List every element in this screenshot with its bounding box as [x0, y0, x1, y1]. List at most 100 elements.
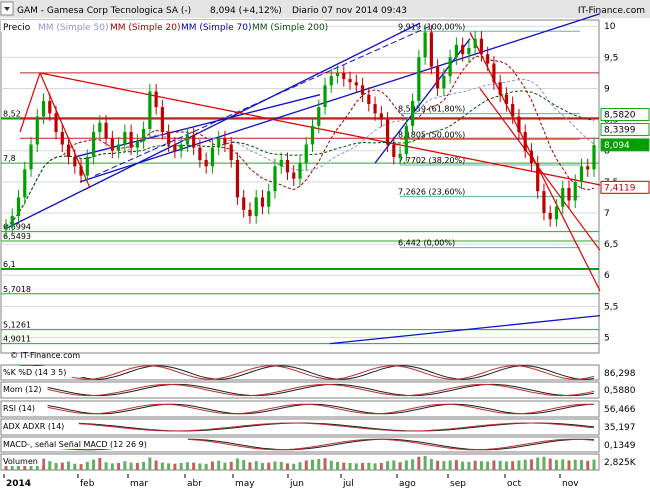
indicator-line [5, 383, 595, 397]
candle-body [385, 119, 390, 145]
x-tick-label: may [235, 479, 255, 489]
volume-bar [348, 463, 352, 470]
volume-bar [135, 463, 139, 470]
x-tick-label: nov [562, 479, 579, 489]
candle-body [486, 54, 490, 64]
candle-body [404, 125, 408, 154]
candle-body [279, 160, 283, 167]
volume-bar [192, 462, 196, 470]
volume-bar [60, 462, 64, 470]
candle-body [423, 32, 427, 58]
y-tick-label: 8 [604, 147, 610, 157]
candle-body [498, 82, 502, 95]
indicator-label-bg [2, 420, 79, 431]
candle-body [242, 197, 246, 210]
volume-bar [123, 461, 127, 470]
volume-bar [354, 463, 358, 470]
volume-bar [267, 462, 271, 470]
candle-body [185, 135, 190, 145]
candle-body [511, 104, 515, 117]
candle-body [85, 156, 89, 176]
candle-body [160, 107, 164, 133]
candle-body [192, 135, 196, 148]
y-tick-label: 9,5 [604, 53, 618, 63]
volume-bar [461, 461, 465, 470]
fib-label: 6,442 (0,00%) [398, 239, 455, 248]
level-label: 4,9011 [3, 335, 31, 344]
x-tick-label: ago [399, 479, 416, 489]
volume-bar [217, 460, 221, 470]
trend-line-blue [374, 38, 471, 164]
volume-bar [592, 459, 596, 470]
indicator-label: ADX ADXR (14) [3, 422, 64, 431]
volume-bar [567, 460, 571, 470]
indicator-value: 2,825K [604, 458, 637, 468]
price-badge [600, 123, 650, 137]
level-label: 6,1 [3, 260, 16, 269]
ma20-line [5, 55, 595, 227]
candle-body [260, 197, 265, 207]
volume-bar [79, 464, 83, 470]
y-tick-label: 5 [604, 333, 610, 343]
candle-body [310, 125, 315, 145]
volume-bar [260, 463, 264, 470]
trend-line-blue [329, 315, 601, 345]
candle-body [348, 79, 352, 83]
fib-label: 7,2626 (23,60%) [398, 188, 465, 197]
volume-bar [179, 463, 183, 470]
volume-bar [48, 461, 52, 470]
level-label: 5,1261 [3, 321, 31, 330]
volume-bar [523, 459, 527, 470]
candle-body [198, 147, 202, 161]
fib-label: 8,1805 (50,00%) [398, 130, 465, 139]
price-badge-label: 8,3399 [604, 126, 636, 136]
volume-bar [361, 463, 365, 470]
indicator-value: 86,298 [604, 369, 636, 379]
price-plot: 109,598,587,576,565,558,527,86,69946,549… [0, 13, 650, 354]
candle-body [317, 107, 321, 126]
candle-body [586, 166, 590, 170]
volume-bar [342, 462, 346, 470]
candle-body [210, 147, 215, 167]
candle-body [410, 100, 415, 126]
y-tick-label: 7 [604, 209, 610, 219]
candle-body [273, 166, 277, 192]
volume-bar [292, 463, 296, 470]
candle-body [335, 72, 340, 77]
legend-precio: Precio [3, 23, 31, 33]
volume-bar [129, 462, 133, 470]
candle-body [529, 150, 534, 164]
volume-bar [185, 462, 189, 470]
x-tick-label: mar [130, 479, 148, 489]
candle-body [473, 38, 477, 49]
candle-body [573, 181, 577, 201]
fib-label: 8,5959 (61,80%) [398, 105, 465, 114]
ticker-label: GAM - Gamesa Corp Tecnologica SA (-) [17, 6, 191, 16]
candle-body [592, 145, 596, 170]
candle-body [98, 122, 102, 133]
candle-body [23, 169, 27, 198]
volume-bar [54, 463, 58, 470]
last-value: 8,094 (+4,12%) [210, 6, 282, 16]
y-tick-label: 10 [604, 22, 616, 32]
volume-bar [329, 460, 333, 470]
y-tick-label: 9 [604, 84, 610, 94]
indicator-line [5, 403, 595, 415]
trend-line-blue-dashed [94, 25, 431, 177]
candle-body [129, 132, 133, 148]
candle-body [16, 197, 21, 217]
volume-bar [285, 463, 289, 470]
indicator-label-bg [2, 383, 48, 394]
candle-body [354, 82, 358, 86]
candle-body [398, 153, 402, 157]
x-tick-label: sep [450, 479, 466, 489]
legend-ma50: MM (Simple 50) [38, 23, 108, 33]
volume-bar [392, 460, 396, 470]
candle-body [223, 138, 227, 145]
candle-body [442, 76, 446, 89]
volume-bar [110, 463, 114, 470]
volume-bar [379, 463, 383, 470]
indicator-panel [0, 400, 600, 418]
y-tick-label: 6 [604, 271, 610, 281]
volume-bar [367, 462, 371, 470]
